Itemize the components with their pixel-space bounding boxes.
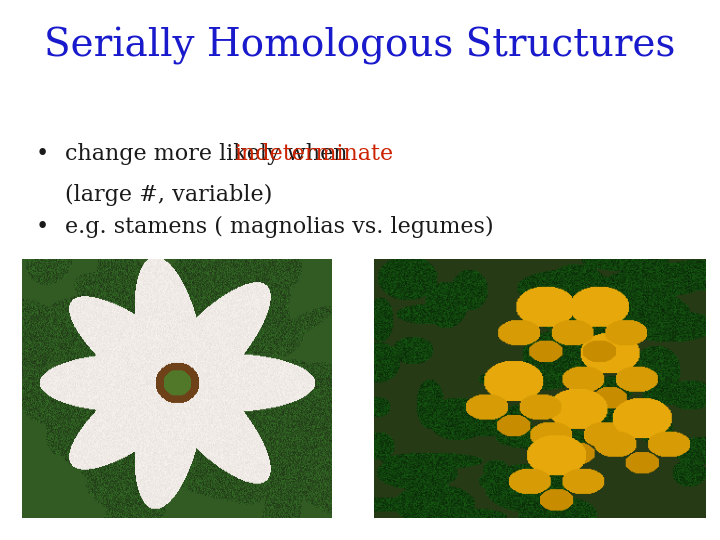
Text: •: • (36, 216, 49, 238)
Text: Serially Homologous Structures: Serially Homologous Structures (45, 27, 675, 65)
Text: indeterminate: indeterminate (234, 143, 393, 165)
Text: e.g. stamens ( magnolias vs. legumes): e.g. stamens ( magnolias vs. legumes) (65, 216, 493, 238)
Text: •: • (36, 143, 49, 165)
Text: (large #, variable): (large #, variable) (65, 184, 272, 206)
Text: change more likely when: change more likely when (65, 143, 354, 165)
